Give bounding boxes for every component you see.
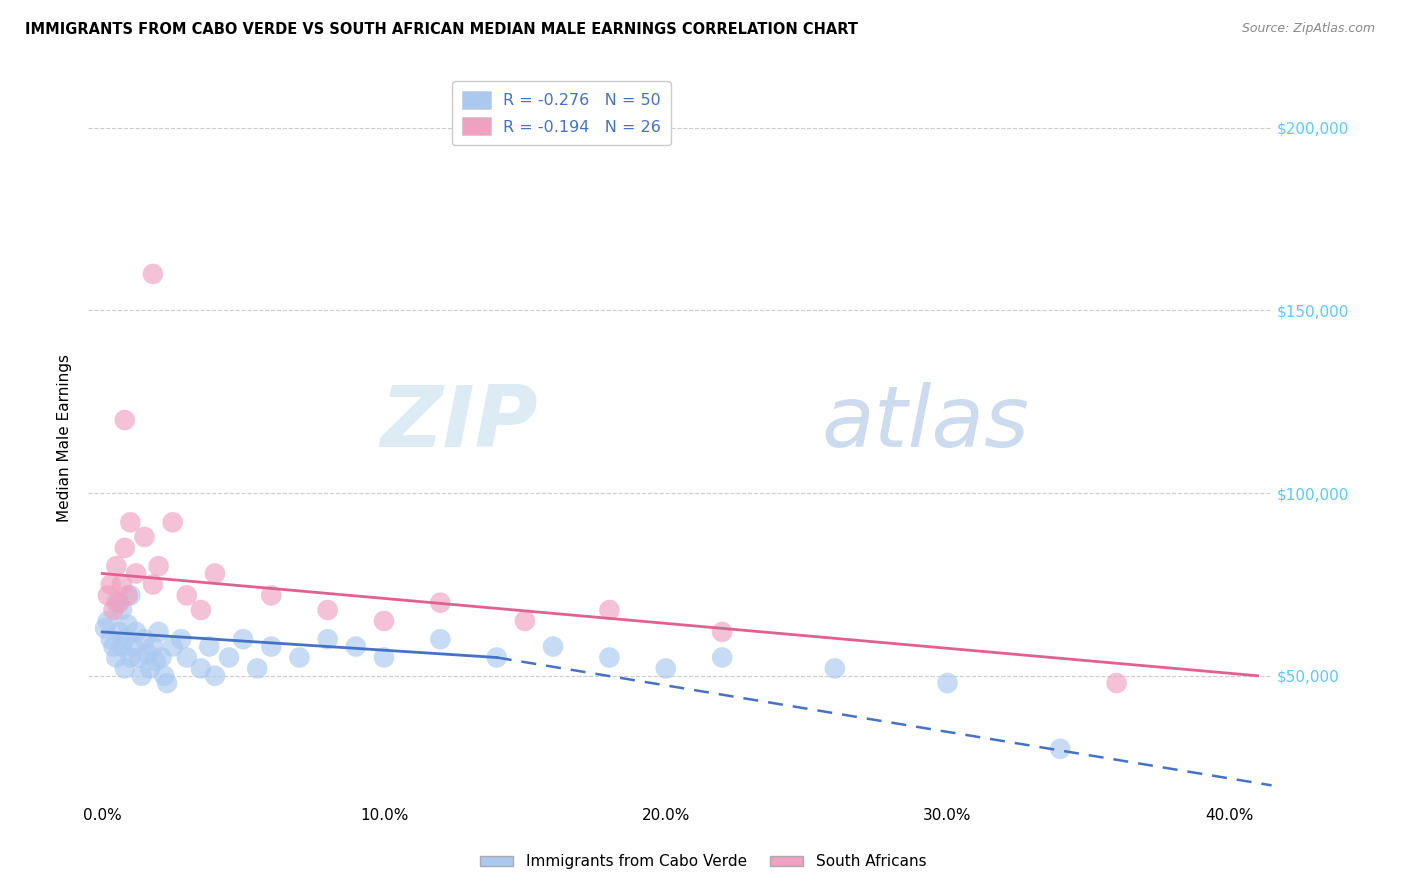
Point [114,413,136,427]
Point [142,577,165,591]
Point [541,640,564,654]
Point [117,617,139,632]
Point [117,588,139,602]
Point [153,669,176,683]
Point [105,596,128,610]
Point [598,650,620,665]
Point [936,676,959,690]
Point [204,669,226,683]
Point [711,650,734,665]
Point [485,650,508,665]
Point [1049,741,1071,756]
Point [111,577,134,591]
Point [120,588,142,602]
Point [103,640,125,654]
Point [139,661,162,675]
Point [711,624,734,639]
Point [134,632,156,647]
Point [232,632,254,647]
Point [176,588,198,602]
Point [190,603,212,617]
Point [204,566,226,581]
Point [114,661,136,675]
Legend: Immigrants from Cabo Verde, South Africans: Immigrants from Cabo Verde, South Africa… [474,848,932,875]
Text: ZIP: ZIP [380,382,538,466]
Point [103,603,125,617]
Point [260,640,283,654]
Point [134,530,156,544]
Point [125,566,148,581]
Point [198,640,221,654]
Legend: R = -0.276   N = 50, R = -0.194   N = 26: R = -0.276 N = 50, R = -0.194 N = 26 [453,81,671,145]
Point [162,640,184,654]
Point [100,577,122,591]
Point [125,624,148,639]
Point [190,661,212,675]
Point [260,588,283,602]
Point [148,624,170,639]
Point [246,661,269,675]
Point [97,614,120,628]
Point [128,650,150,665]
Point [218,650,240,665]
Point [142,640,165,654]
Point [136,647,159,661]
Text: IMMIGRANTS FROM CABO VERDE VS SOUTH AFRICAN MEDIAN MALE EARNINGS CORRELATION CHA: IMMIGRANTS FROM CABO VERDE VS SOUTH AFRI… [25,22,858,37]
Point [122,640,145,654]
Point [156,676,179,690]
Point [373,650,395,665]
Point [108,596,131,610]
Point [105,559,128,574]
Y-axis label: Median Male Earnings: Median Male Earnings [58,354,72,523]
Point [1105,676,1128,690]
Point [162,516,184,530]
Point [108,624,131,639]
Point [316,603,339,617]
Point [111,603,134,617]
Point [105,650,128,665]
Point [114,632,136,647]
Text: atlas: atlas [823,382,1029,466]
Point [824,661,846,675]
Point [120,650,142,665]
Point [316,632,339,647]
Point [373,614,395,628]
Point [513,614,536,628]
Point [288,650,311,665]
Point [150,650,173,665]
Point [655,661,678,675]
Point [97,588,120,602]
Text: Source: ZipAtlas.com: Source: ZipAtlas.com [1241,22,1375,36]
Point [145,654,167,668]
Point [131,669,153,683]
Point [598,603,620,617]
Point [148,559,170,574]
Point [142,267,165,281]
Point [100,632,122,647]
Point [120,516,142,530]
Point [111,640,134,654]
Point [94,621,117,635]
Point [429,632,451,647]
Point [429,596,451,610]
Point [176,650,198,665]
Point [170,632,193,647]
Point [114,541,136,555]
Point [344,640,367,654]
